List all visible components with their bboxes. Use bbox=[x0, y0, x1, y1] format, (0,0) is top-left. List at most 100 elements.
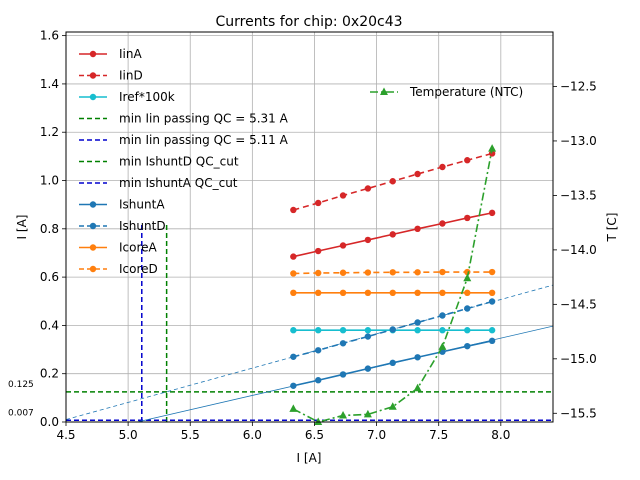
data-point bbox=[439, 220, 446, 227]
y-axis-label: I [A] bbox=[15, 215, 29, 240]
data-point bbox=[464, 289, 471, 297]
data-point bbox=[439, 268, 446, 276]
series-iind bbox=[290, 150, 496, 214]
data-point bbox=[314, 327, 322, 334]
temperature-point bbox=[289, 404, 298, 412]
data-point bbox=[339, 340, 347, 347]
temperature-point bbox=[488, 144, 497, 152]
legend-label: IshuntA bbox=[119, 198, 165, 212]
data-point bbox=[414, 289, 421, 297]
data-point bbox=[414, 225, 421, 233]
grid bbox=[65, 32, 553, 423]
y-tick-label: 0.8 bbox=[40, 222, 59, 236]
plot-frame bbox=[65, 31, 554, 423]
threshold-value-label: 0.007 bbox=[8, 408, 34, 418]
data-point bbox=[414, 354, 421, 361]
x-tick-label: 7.0 bbox=[367, 428, 386, 442]
x-tick-label: 8.0 bbox=[491, 428, 510, 442]
series-iina bbox=[290, 209, 496, 260]
temperature-point bbox=[413, 383, 422, 392]
temperature-point bbox=[314, 417, 323, 425]
data-point bbox=[364, 327, 372, 334]
data-point bbox=[389, 326, 396, 333]
data-point bbox=[364, 289, 372, 297]
y-tick-label: 1.4 bbox=[40, 77, 59, 91]
y2-axis-label: T [C] bbox=[605, 213, 619, 243]
series-icorea bbox=[290, 289, 496, 297]
threshold-value-label: 0.125 bbox=[8, 380, 34, 390]
legend-left: IinA IinD Iref*100k min Iin passing QC = 5.… bbox=[79, 47, 289, 276]
threshold-lines bbox=[66, 223, 553, 422]
y-tick-label: 1.0 bbox=[40, 174, 59, 188]
temperature-layer bbox=[289, 144, 497, 425]
legend-item: min Iin passing QC = 5.31 A bbox=[79, 112, 289, 126]
legend-item: IshuntD bbox=[79, 219, 166, 233]
temperature-point bbox=[339, 410, 348, 419]
data-point bbox=[290, 327, 297, 334]
temperature-point bbox=[388, 402, 397, 410]
data-point bbox=[290, 206, 297, 214]
data-point bbox=[314, 289, 322, 297]
y2-tick-label: −15.0 bbox=[560, 352, 597, 366]
legend-item: IcoreA bbox=[79, 241, 158, 255]
data-point bbox=[290, 353, 297, 360]
legend-label: IinD bbox=[119, 69, 143, 83]
data-point bbox=[364, 333, 372, 340]
x-tick-label: 5.0 bbox=[119, 428, 138, 442]
data-point bbox=[414, 170, 421, 178]
data-point bbox=[314, 347, 322, 354]
data-point bbox=[439, 289, 446, 297]
data-point bbox=[314, 377, 322, 384]
series-line bbox=[293, 271, 493, 275]
data-point bbox=[314, 269, 322, 277]
series-icored bbox=[290, 268, 496, 277]
y2-tick-label: −12.5 bbox=[560, 79, 597, 93]
data-point bbox=[389, 289, 396, 297]
y-tick-label: 1.6 bbox=[40, 29, 59, 43]
data-point bbox=[339, 289, 347, 297]
data-point bbox=[488, 289, 496, 297]
legend-item: IshuntA bbox=[79, 198, 165, 212]
legend-label: min Iin passing QC = 5.11 A bbox=[119, 133, 289, 147]
temperature-point bbox=[463, 273, 472, 282]
data-point bbox=[389, 359, 396, 367]
legend-item: IinD bbox=[79, 69, 143, 83]
legend-swatch-marker bbox=[89, 93, 97, 101]
x-tick-label: 5.5 bbox=[181, 428, 200, 442]
legend-label: Temperature (NTC) bbox=[409, 85, 523, 99]
legend-swatch-marker bbox=[89, 201, 97, 208]
data-point bbox=[339, 327, 347, 334]
legend-item: IinA bbox=[79, 47, 142, 61]
legend-item: min IshuntD QC_cut bbox=[79, 155, 239, 169]
data-point bbox=[464, 305, 471, 312]
fit-lines bbox=[66, 284, 553, 422]
legend-item: Temperature (NTC) bbox=[370, 85, 523, 99]
data-point bbox=[314, 199, 322, 207]
y-tick-label: 0.0 bbox=[40, 415, 59, 429]
data-point bbox=[314, 247, 322, 255]
data-point bbox=[464, 342, 471, 350]
data-point bbox=[488, 209, 496, 217]
y2-tick-label: −13.0 bbox=[560, 134, 597, 148]
data-point bbox=[488, 150, 496, 157]
legend-label: min Iin passing QC = 5.31 A bbox=[119, 112, 289, 126]
data-point bbox=[439, 327, 446, 334]
data-point bbox=[488, 337, 496, 345]
legend-swatch-marker bbox=[380, 87, 388, 95]
data-point bbox=[414, 269, 421, 276]
data-point bbox=[290, 253, 297, 260]
y-tick-label: 0.4 bbox=[40, 318, 59, 332]
threshold-labels: 0.125 0.007 bbox=[8, 380, 34, 418]
data-point bbox=[290, 270, 297, 277]
legend-label: min IshuntA QC_cut bbox=[119, 176, 238, 190]
y2-tick-label: −15.5 bbox=[560, 406, 597, 420]
temperature-point bbox=[363, 409, 372, 418]
chart-title: Currents for chip: 0x20c43 bbox=[215, 14, 402, 30]
data-point bbox=[364, 269, 372, 276]
data-point bbox=[464, 214, 471, 222]
data-point bbox=[339, 192, 347, 199]
series-layer bbox=[290, 150, 496, 389]
x-tick-label: 7.5 bbox=[429, 428, 448, 442]
data-point bbox=[339, 269, 347, 276]
